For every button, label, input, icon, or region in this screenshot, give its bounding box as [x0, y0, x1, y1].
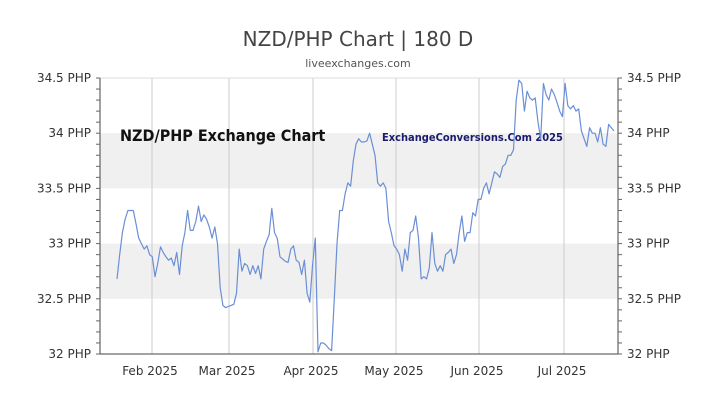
y-tick-label-right: 34.5 PHP: [627, 71, 681, 85]
x-tick-label: Jul 2025: [537, 364, 587, 378]
y-tick-label-left: 33.5 PHP: [37, 181, 91, 195]
y-tick-label-right: 32.5 PHP: [627, 292, 681, 306]
grid-band: [100, 133, 618, 189]
y-tick-label-left: 32 PHP: [48, 347, 91, 361]
y-tick-label-right: 33.5 PHP: [627, 181, 681, 195]
x-tick-label: Apr 2025: [283, 364, 338, 378]
series-line: [116, 79, 615, 353]
inner-chart-title: NZD/PHP Exchange Chart: [120, 126, 325, 145]
y-tick-label-right: 34 PHP: [627, 126, 670, 140]
y-tick-label-left: 32.5 PHP: [37, 292, 91, 306]
y-tick-label-right: 32 PHP: [627, 347, 670, 361]
chart-subtitle: liveexchanges.com: [305, 57, 410, 70]
y-tick-label-right: 33 PHP: [627, 237, 670, 251]
y-tick-label-left: 34 PHP: [48, 126, 91, 140]
watermark: ExchangeConversions.Com 2025: [382, 131, 563, 144]
x-tick-label: May 2025: [364, 364, 423, 378]
grid-band: [100, 243, 618, 299]
x-tick-label: Mar 2025: [199, 364, 256, 378]
x-tick-label: Feb 2025: [122, 364, 178, 378]
x-tick-label: Jun 2025: [449, 364, 503, 378]
y-tick-label-left: 34.5 PHP: [37, 71, 91, 85]
y-tick-label-left: 33 PHP: [48, 237, 91, 251]
chart-title: NZD/PHP Chart | 180 D: [243, 27, 474, 51]
